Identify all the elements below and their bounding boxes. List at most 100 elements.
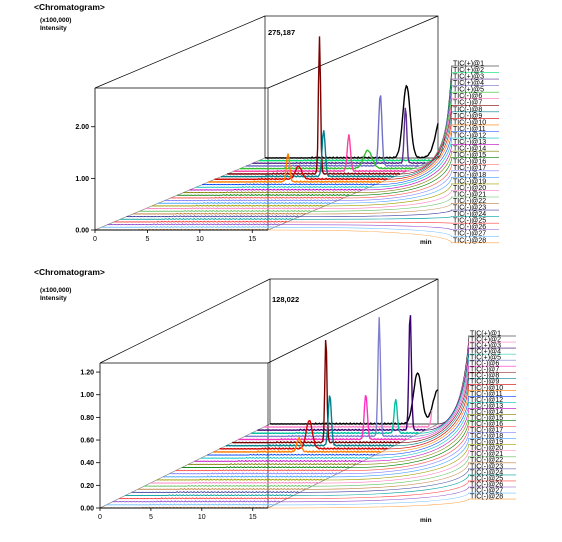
series-trace bbox=[139, 209, 313, 212]
series-trace bbox=[194, 459, 363, 462]
legend-leader bbox=[299, 468, 470, 493]
legend-entry: TIC(-)@9 bbox=[470, 379, 499, 386]
legend-entry: TIC(-)@6 bbox=[453, 93, 482, 100]
legend-leader bbox=[337, 170, 453, 201]
series-trace bbox=[200, 456, 369, 459]
series-trace bbox=[101, 225, 275, 228]
legend-entry: TIC(-)@23 bbox=[453, 205, 486, 212]
trace-group bbox=[94, 36, 439, 231]
series-trace bbox=[137, 487, 306, 490]
legend-leader bbox=[318, 450, 470, 484]
legend-leader bbox=[419, 354, 470, 434]
series-trace bbox=[112, 500, 281, 503]
series-trace bbox=[157, 201, 331, 204]
legend-entry: TIC(-)@8 bbox=[470, 373, 499, 380]
legend-entry: TIC(-)@25 bbox=[453, 218, 486, 225]
legend: TIC(+)@1TIC(+)@2TIC(+)@3TIC(+)@4TIC(+)@5… bbox=[267, 330, 516, 509]
legend-entry: TIC(+)@3 bbox=[453, 74, 484, 81]
series-trace bbox=[181, 466, 350, 469]
chromatogram-panel-top: <Chromatogram> (x100,000)Intensity TIC(+)@… bbox=[34, 2, 499, 246]
legend-entry: TIC(-)@7 bbox=[453, 100, 482, 107]
series-trace bbox=[246, 95, 420, 167]
x-tick-label: 5 bbox=[145, 236, 149, 243]
series-trace bbox=[169, 472, 338, 475]
box-edge bbox=[94, 157, 266, 231]
series-trace bbox=[151, 204, 325, 207]
legend-leader bbox=[393, 111, 453, 177]
chromatogram-panel-bottom: <Chromatogram> (x100,000)Intensity TIC(+)@… bbox=[34, 267, 516, 524]
x-tick-label: 0 bbox=[98, 514, 102, 521]
legend-entry: TIC(+)@5 bbox=[453, 87, 484, 94]
y-scale-note: (x100,000) bbox=[40, 287, 71, 294]
legend-leader bbox=[362, 408, 470, 462]
x-axis: 0 5 10 15 bbox=[98, 507, 268, 521]
series-trace bbox=[269, 372, 439, 425]
legend-entry: TIC(-)@12 bbox=[470, 397, 503, 404]
y-scale-note: (x100,000) bbox=[40, 17, 71, 24]
series-trace bbox=[150, 481, 319, 484]
x-axis: 0 5 10 15 bbox=[93, 229, 268, 243]
y-axis-label: Intensity bbox=[40, 295, 67, 302]
legend-leader bbox=[406, 366, 470, 440]
legend-leader bbox=[393, 378, 470, 447]
series-trace bbox=[188, 462, 357, 465]
box-edge bbox=[267, 157, 439, 231]
legend-entry: TIC(-)@24 bbox=[453, 211, 486, 218]
series-trace bbox=[106, 503, 275, 506]
legend-leader bbox=[286, 480, 470, 499]
legend-entry: TIC(-)@20 bbox=[453, 185, 486, 192]
legend-entry: TIC(-)@22 bbox=[453, 198, 486, 205]
y-axis: 0.00 0.20 0.40 0.60 0.80 1.00 1.20 bbox=[80, 363, 101, 513]
series-trace bbox=[257, 315, 426, 431]
legend-leader bbox=[312, 456, 470, 487]
legend-entry: TIC(-)@18 bbox=[453, 172, 486, 179]
legend-entry: TIC(-)@18 bbox=[470, 433, 503, 440]
legend-leader bbox=[305, 203, 453, 215]
legend-entry: TIC(-)@7 bbox=[470, 367, 499, 374]
series-trace bbox=[170, 196, 344, 199]
legend-entry: TIC(-)@9 bbox=[453, 113, 482, 120]
legend-leader bbox=[293, 216, 453, 220]
max-intensity-readout: 128,022 bbox=[272, 295, 299, 304]
legend-leader bbox=[412, 360, 470, 437]
series-trace bbox=[113, 220, 288, 223]
y-tick-label: 0.00 bbox=[75, 228, 89, 235]
legend-entry: TIC(-)@26 bbox=[470, 481, 503, 488]
series-trace bbox=[225, 395, 395, 447]
legend-entry: TIC(-)@17 bbox=[470, 427, 503, 434]
legend-leader bbox=[312, 196, 453, 212]
y-tick-label: 0.80 bbox=[80, 415, 94, 422]
series-trace bbox=[252, 107, 426, 165]
legend-leader bbox=[362, 144, 453, 191]
legend-entry: TIC(+)@5 bbox=[470, 355, 501, 362]
series-trace bbox=[264, 84, 439, 159]
legend-entry: TIC(-)@21 bbox=[470, 451, 503, 458]
series-trace bbox=[213, 436, 382, 453]
legend-leader bbox=[400, 372, 470, 443]
series-trace bbox=[219, 419, 389, 450]
legend-entry: TIC(-)@10 bbox=[470, 385, 503, 392]
series-trace bbox=[183, 191, 357, 194]
legend-entry: TIC(-)@19 bbox=[470, 439, 503, 446]
legend-leader bbox=[267, 498, 470, 509]
legend-entry: TIC(-)@16 bbox=[453, 159, 486, 166]
legend-entry: TIC(+)@4 bbox=[470, 349, 501, 356]
legend-entry: TIC(+)@2 bbox=[470, 336, 501, 343]
legend-leader bbox=[267, 229, 453, 243]
x-tick-label: 0 bbox=[93, 236, 97, 243]
legend-leader bbox=[305, 462, 470, 490]
legend-leader bbox=[280, 486, 470, 503]
series-trace bbox=[258, 158, 432, 162]
legend-leader bbox=[374, 396, 470, 456]
box-edge bbox=[99, 278, 271, 364]
box-edge bbox=[267, 278, 439, 364]
legend-entry: TIC(-)@25 bbox=[470, 475, 503, 482]
y-tick-label: 0.20 bbox=[80, 483, 94, 490]
series-trace bbox=[175, 469, 344, 472]
x-tick-label: 15 bbox=[249, 514, 257, 521]
legend-leader bbox=[387, 384, 470, 450]
series-trace bbox=[118, 497, 288, 500]
series-trace bbox=[164, 199, 338, 202]
legend-leader bbox=[437, 65, 453, 159]
